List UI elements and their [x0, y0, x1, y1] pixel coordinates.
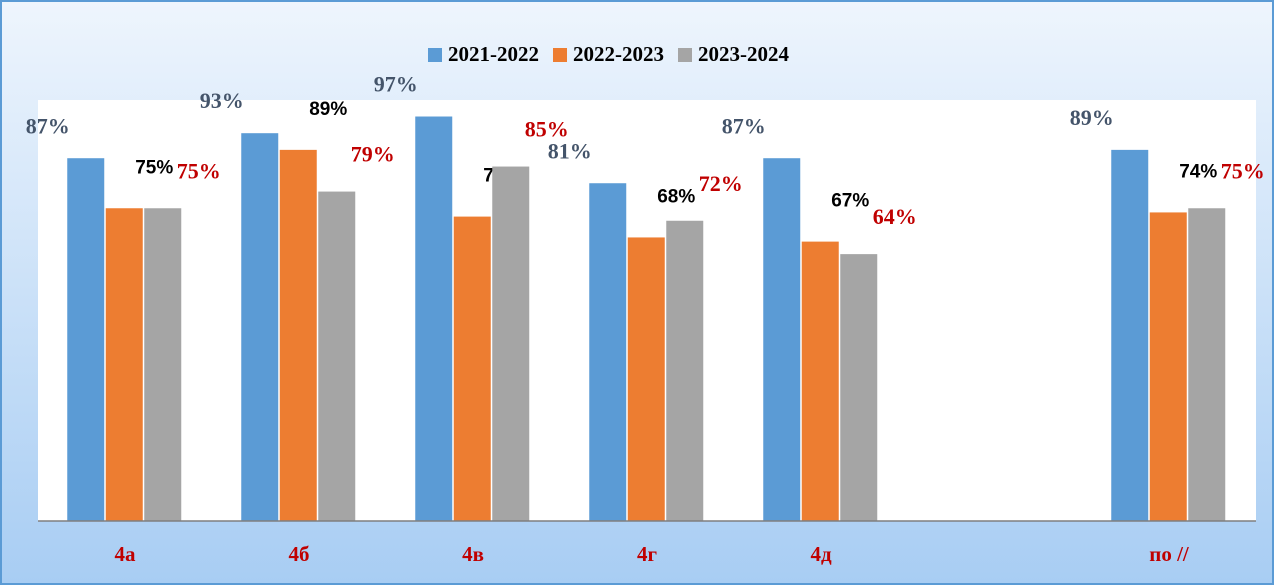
legend-label: 2023-2024 [698, 42, 789, 66]
data-label: 75% [135, 157, 173, 178]
data-label: 72% [699, 171, 743, 196]
data-label: 81% [548, 138, 592, 163]
bar [105, 208, 143, 521]
data-label: 87% [26, 113, 70, 138]
legend-label: 2022-2023 [573, 42, 664, 66]
bar [666, 220, 704, 521]
legend-swatch [428, 48, 442, 62]
bar [763, 158, 801, 521]
data-label: 68% [657, 186, 695, 207]
data-label: 93% [200, 88, 244, 113]
bar [415, 116, 453, 521]
bar [1111, 149, 1149, 521]
data-label: 79% [351, 142, 395, 167]
bar [492, 166, 530, 522]
x-tick-label: 4а [115, 542, 137, 566]
x-tick-label: 4б [289, 542, 310, 566]
data-label: 74% [1179, 161, 1217, 182]
data-label: 67% [831, 191, 869, 212]
bar [144, 208, 182, 521]
legend-label: 2021-2022 [448, 42, 539, 66]
bar [801, 241, 839, 522]
legend-swatch [553, 48, 567, 62]
bar [241, 133, 279, 521]
x-tick-label: 4г [637, 542, 657, 566]
data-label: 97% [374, 72, 418, 97]
bar [318, 191, 356, 521]
data-label: 89% [1070, 105, 1114, 130]
data-label: 75% [177, 158, 221, 183]
x-tick-label: по // [1149, 542, 1190, 566]
legend-swatch [678, 48, 692, 62]
bar [67, 158, 105, 521]
bar [279, 149, 317, 521]
data-label: 75% [1221, 158, 1265, 183]
data-label: 89% [309, 99, 347, 120]
bar [840, 254, 878, 521]
x-tick-label: 4в [462, 542, 484, 566]
data-label: 87% [722, 113, 766, 138]
bar [1149, 212, 1187, 522]
bar [627, 237, 665, 521]
data-label: 85% [525, 117, 569, 142]
bar [453, 216, 491, 521]
x-tick-label: 4д [810, 542, 832, 566]
bar [1188, 208, 1226, 521]
data-label: 64% [873, 204, 917, 229]
bar [589, 183, 627, 522]
